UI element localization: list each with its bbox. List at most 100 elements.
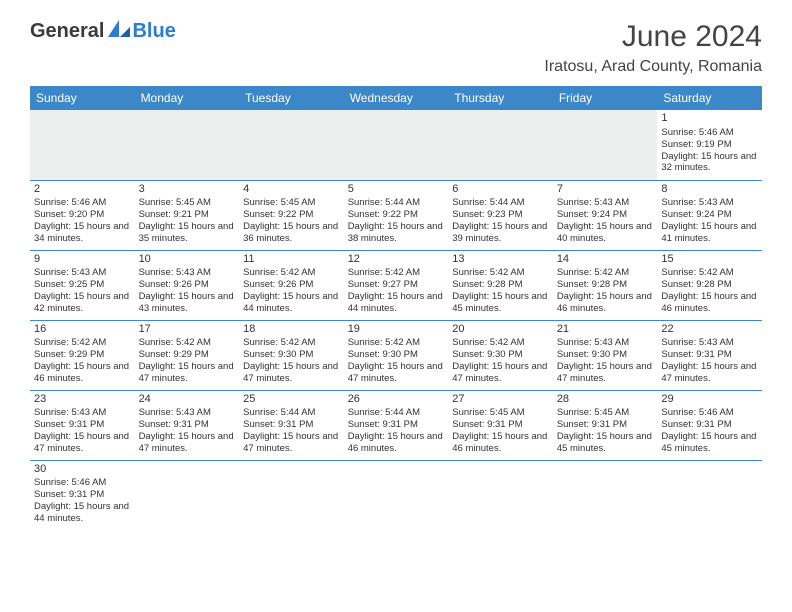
logo-text-general: General (30, 20, 104, 43)
day-number: 8 (661, 183, 758, 197)
daylight-line: Daylight: 15 hours and 43 minutes. (139, 291, 236, 315)
daylight-line: Daylight: 15 hours and 44 minutes. (243, 291, 340, 315)
day-header: Monday (135, 86, 240, 110)
sunrise-line: Sunrise: 5:43 AM (34, 267, 131, 279)
calendar-cell: 6Sunrise: 5:44 AMSunset: 9:23 PMDaylight… (448, 180, 553, 250)
sunrise-line: Sunrise: 5:42 AM (348, 267, 445, 279)
daylight-line: Daylight: 15 hours and 46 minutes. (557, 291, 654, 315)
calendar-cell: 19Sunrise: 5:42 AMSunset: 9:30 PMDayligh… (344, 320, 449, 390)
month-title: June 2024 (544, 20, 762, 54)
daylight-line: Daylight: 15 hours and 47 minutes. (34, 431, 131, 455)
calendar-cell (448, 460, 553, 530)
sunset-line: Sunset: 9:31 PM (34, 419, 131, 431)
day-header: Wednesday (344, 86, 449, 110)
day-number: 7 (557, 183, 654, 197)
calendar-cell (239, 110, 344, 180)
calendar-cell: 5Sunrise: 5:44 AMSunset: 9:22 PMDaylight… (344, 180, 449, 250)
day-number: 22 (661, 323, 758, 337)
calendar-cell: 12Sunrise: 5:42 AMSunset: 9:27 PMDayligh… (344, 250, 449, 320)
sunrise-line: Sunrise: 5:42 AM (557, 267, 654, 279)
sunset-line: Sunset: 9:28 PM (661, 279, 758, 291)
calendar-cell (657, 460, 762, 530)
day-number: 16 (34, 323, 131, 337)
daylight-line: Daylight: 15 hours and 45 minutes. (452, 291, 549, 315)
sunset-line: Sunset: 9:31 PM (139, 419, 236, 431)
day-number: 28 (557, 393, 654, 407)
calendar-cell (239, 460, 344, 530)
sunrise-line: Sunrise: 5:43 AM (557, 337, 654, 349)
day-number: 29 (661, 393, 758, 407)
day-number: 2 (34, 183, 131, 197)
sunrise-line: Sunrise: 5:42 AM (139, 337, 236, 349)
calendar-body: 1Sunrise: 5:46 AMSunset: 9:19 PMDaylight… (30, 110, 762, 530)
calendar-cell: 26Sunrise: 5:44 AMSunset: 9:31 PMDayligh… (344, 390, 449, 460)
calendar-cell: 24Sunrise: 5:43 AMSunset: 9:31 PMDayligh… (135, 390, 240, 460)
sunset-line: Sunset: 9:21 PM (139, 209, 236, 221)
calendar-week-row: 1Sunrise: 5:46 AMSunset: 9:19 PMDaylight… (30, 110, 762, 180)
sunset-line: Sunset: 9:28 PM (557, 279, 654, 291)
daylight-line: Daylight: 15 hours and 42 minutes. (34, 291, 131, 315)
day-number: 4 (243, 183, 340, 197)
sunset-line: Sunset: 9:31 PM (34, 489, 131, 501)
daylight-line: Daylight: 15 hours and 46 minutes. (348, 431, 445, 455)
day-number: 17 (139, 323, 236, 337)
calendar-week-row: 30Sunrise: 5:46 AMSunset: 9:31 PMDayligh… (30, 460, 762, 530)
location: Iratosu, Arad County, Romania (544, 58, 762, 76)
daylight-line: Daylight: 15 hours and 45 minutes. (661, 431, 758, 455)
header: General Blue June 2024 Iratosu, Arad Cou… (30, 20, 762, 76)
day-number: 26 (348, 393, 445, 407)
sunrise-line: Sunrise: 5:42 AM (243, 267, 340, 279)
day-number: 15 (661, 253, 758, 267)
calendar-cell: 13Sunrise: 5:42 AMSunset: 9:28 PMDayligh… (448, 250, 553, 320)
sunrise-line: Sunrise: 5:46 AM (34, 197, 131, 209)
sunrise-line: Sunrise: 5:46 AM (661, 407, 758, 419)
day-number: 18 (243, 323, 340, 337)
calendar-cell: 4Sunrise: 5:45 AMSunset: 9:22 PMDaylight… (239, 180, 344, 250)
sunrise-line: Sunrise: 5:43 AM (661, 197, 758, 209)
day-number: 10 (139, 253, 236, 267)
calendar-cell: 17Sunrise: 5:42 AMSunset: 9:29 PMDayligh… (135, 320, 240, 390)
sunrise-line: Sunrise: 5:42 AM (34, 337, 131, 349)
calendar-cell: 3Sunrise: 5:45 AMSunset: 9:21 PMDaylight… (135, 180, 240, 250)
calendar-cell (448, 110, 553, 180)
day-header: Tuesday (239, 86, 344, 110)
daylight-line: Daylight: 15 hours and 47 minutes. (557, 361, 654, 385)
sunset-line: Sunset: 9:31 PM (348, 419, 445, 431)
sunset-line: Sunset: 9:31 PM (452, 419, 549, 431)
calendar-header-row: Sunday Monday Tuesday Wednesday Thursday… (30, 86, 762, 110)
sunset-line: Sunset: 9:30 PM (452, 349, 549, 361)
sunrise-line: Sunrise: 5:46 AM (34, 477, 131, 489)
calendar-cell: 15Sunrise: 5:42 AMSunset: 9:28 PMDayligh… (657, 250, 762, 320)
day-number: 23 (34, 393, 131, 407)
day-number: 27 (452, 393, 549, 407)
sunset-line: Sunset: 9:24 PM (557, 209, 654, 221)
sunset-line: Sunset: 9:25 PM (34, 279, 131, 291)
day-number: 11 (243, 253, 340, 267)
daylight-line: Daylight: 15 hours and 47 minutes. (348, 361, 445, 385)
calendar-cell: 16Sunrise: 5:42 AMSunset: 9:29 PMDayligh… (30, 320, 135, 390)
calendar-cell: 30Sunrise: 5:46 AMSunset: 9:31 PMDayligh… (30, 460, 135, 530)
calendar-week-row: 9Sunrise: 5:43 AMSunset: 9:25 PMDaylight… (30, 250, 762, 320)
calendar-cell (135, 110, 240, 180)
sunrise-line: Sunrise: 5:42 AM (661, 267, 758, 279)
sunrise-line: Sunrise: 5:43 AM (557, 197, 654, 209)
sunrise-line: Sunrise: 5:42 AM (452, 337, 549, 349)
logo-sail-icon (108, 20, 130, 43)
calendar-table: Sunday Monday Tuesday Wednesday Thursday… (30, 86, 762, 530)
daylight-line: Daylight: 15 hours and 46 minutes. (34, 361, 131, 385)
day-number: 1 (661, 112, 758, 126)
day-number: 9 (34, 253, 131, 267)
sunset-line: Sunset: 9:30 PM (243, 349, 340, 361)
daylight-line: Daylight: 15 hours and 46 minutes. (661, 291, 758, 315)
sunset-line: Sunset: 9:23 PM (452, 209, 549, 221)
day-number: 6 (452, 183, 549, 197)
day-number: 20 (452, 323, 549, 337)
daylight-line: Daylight: 15 hours and 47 minutes. (243, 431, 340, 455)
sunset-line: Sunset: 9:31 PM (243, 419, 340, 431)
sunrise-line: Sunrise: 5:43 AM (34, 407, 131, 419)
calendar-cell: 10Sunrise: 5:43 AMSunset: 9:26 PMDayligh… (135, 250, 240, 320)
daylight-line: Daylight: 15 hours and 44 minutes. (34, 501, 131, 525)
sunset-line: Sunset: 9:31 PM (661, 419, 758, 431)
day-number: 13 (452, 253, 549, 267)
sunset-line: Sunset: 9:31 PM (661, 349, 758, 361)
